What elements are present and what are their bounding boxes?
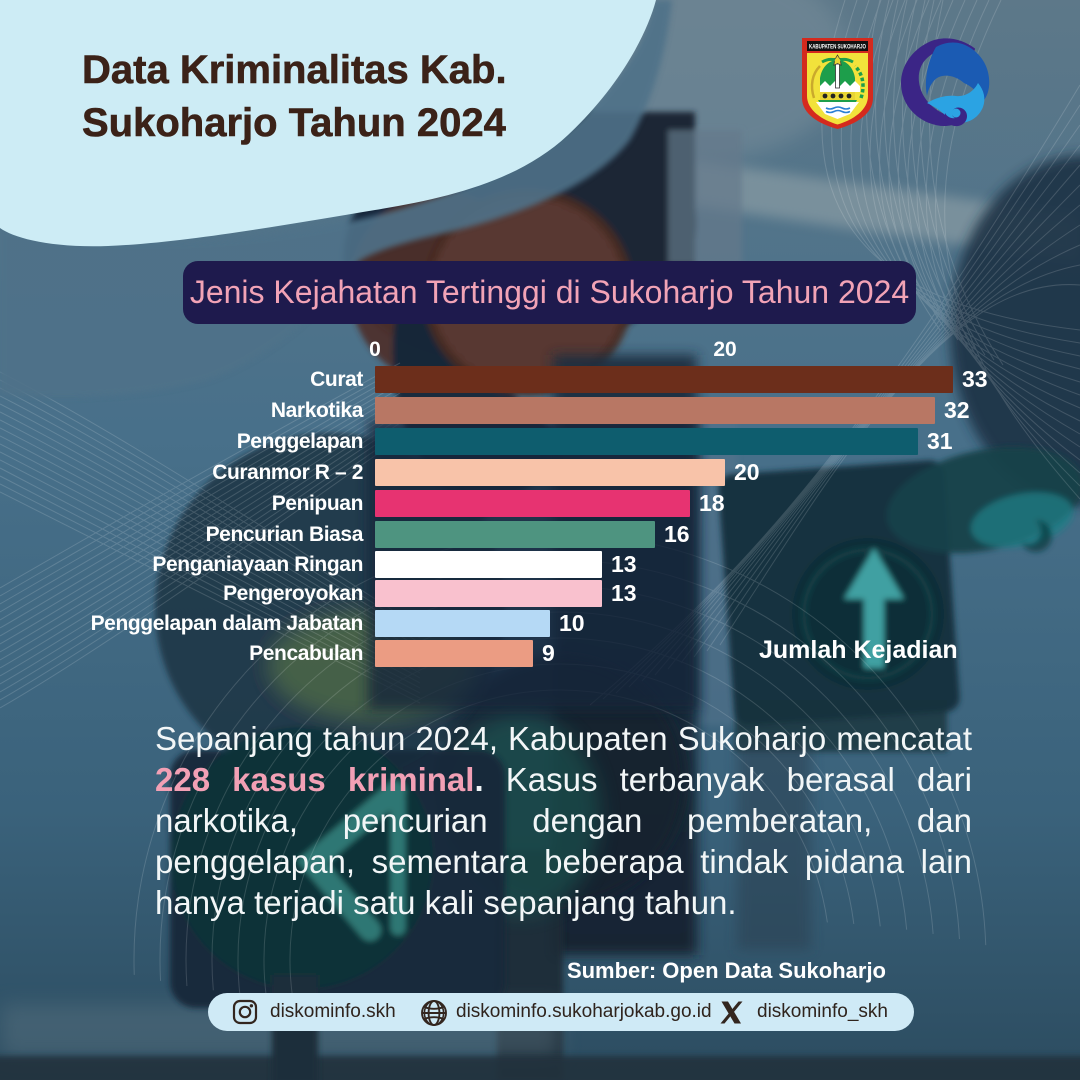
svg-text:KABUPATEN SUKOHARJO: KABUPATEN SUKOHARJO [809,45,866,51]
